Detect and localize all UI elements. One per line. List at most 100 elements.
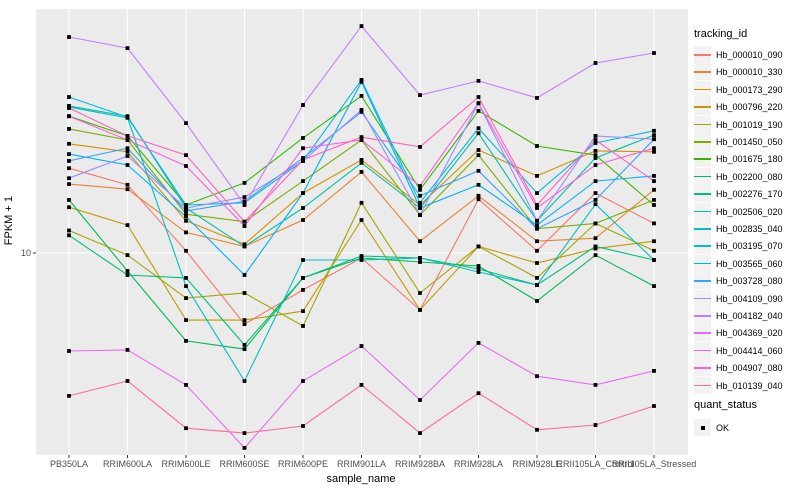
legend-key: [694, 307, 711, 324]
x-tick-label: RRIM928LA: [454, 459, 503, 469]
legend-key-line-icon: [694, 210, 711, 213]
legend-key: [694, 376, 711, 394]
x-axis-title: sample_name: [326, 473, 396, 485]
legend-key-line-icon: [694, 367, 711, 369]
legend-entry: Hb_002276_170: [692, 185, 800, 203]
legend-entry: Hb_000173_290: [692, 80, 800, 98]
legend-key: [694, 202, 711, 220]
legend-entry: Hb_001675_180: [692, 150, 800, 168]
legend-entry: Hb_000010_090: [692, 46, 800, 63]
legend-key: [694, 419, 711, 436]
legend-key: [694, 98, 711, 116]
legend-key: [694, 254, 711, 272]
x-tick-label: RRIM600LA: [103, 459, 152, 469]
legend-entry-label: Hb_000173_290: [716, 84, 783, 95]
black-square-point-icon: [700, 425, 705, 430]
legend-entry-label: Hb_000796_220: [716, 102, 783, 113]
legend-key: [694, 185, 711, 203]
legend-entry-label: Hb_004109_090: [716, 293, 783, 304]
legend-entry-label: Hb_001450_050: [716, 137, 783, 147]
legend-key-line-icon: [694, 106, 711, 108]
legend-key-line-icon: [694, 123, 711, 126]
legend-key: [694, 115, 711, 133]
x-tick-label: RRII105LA_Stressed: [612, 459, 697, 469]
legend-entry-label: Hb_003565_060: [716, 258, 783, 269]
legend-key-line-icon: [694, 193, 711, 195]
x-tick-label: RRIM600PE: [278, 459, 328, 469]
legend-entry: Hb_004907_080: [692, 359, 800, 377]
legend-entry: Hb_003565_060: [692, 254, 800, 272]
legend-key: [694, 167, 711, 185]
legend-entry: Hb_002506_020: [692, 202, 800, 220]
y-tick-label: 10: [21, 248, 31, 258]
legend-entry-label: Hb_004369_020: [716, 328, 783, 339]
x-tick-label: RRIM600LE: [161, 459, 210, 469]
legend-entry: Hb_010139_040: [692, 376, 800, 394]
x-tick-label: PB350LA: [50, 459, 88, 469]
legend-entry: Hb_004182_040: [692, 307, 800, 324]
legend-key-line-icon: [694, 228, 711, 230]
legend-key-line-icon: [694, 141, 711, 143]
legend-key-line-icon: [694, 297, 711, 300]
legend-entry: Hb_001019_190: [692, 115, 800, 133]
legend-key-line-icon: [694, 280, 711, 282]
legend-key-line-icon: [694, 71, 711, 73]
legend-entry-label: Hb_000010_090: [716, 50, 783, 60]
legend-entry-label: Hb_000010_330: [716, 67, 783, 78]
legend-key-line-icon: [694, 384, 711, 387]
legend-entry: Hb_003728_080: [692, 272, 800, 290]
legend-key: [694, 272, 711, 290]
legend-entry: Hb_004369_020: [692, 324, 800, 342]
legend-key-line-icon: [694, 332, 711, 334]
legend-key: [694, 289, 711, 307]
legend-entry-label: Hb_004907_080: [716, 363, 783, 374]
legend-entry: Hb_004414_060: [692, 341, 800, 359]
legend-key-line-icon: [694, 158, 711, 160]
legend-entry-label: Hb_001675_180: [716, 154, 783, 165]
legend-entry: Hb_000796_220: [692, 98, 800, 116]
legend-panel: tracking_id Hb_000010_090 Hb_000010_330 Hb…: [692, 0, 800, 500]
legend-entry: Hb_004109_090: [692, 289, 800, 307]
legend-key: [694, 359, 711, 377]
tracking-id-legend-title: tracking_id: [694, 28, 748, 40]
x-tick-label: RRIM901LA: [337, 459, 386, 469]
legend-entry-label: Hb_004414_060: [716, 345, 783, 356]
legend-key-line-icon: [694, 88, 711, 91]
y-axis-title: FPKM + 1: [3, 196, 15, 246]
legend-key-line-icon: [694, 54, 711, 56]
legend-entry: OK: [692, 419, 800, 436]
quant-status-legend-title: quant_status: [694, 399, 757, 411]
legend-entry: Hb_000010_330: [692, 63, 800, 81]
legend-entry-label: Hb_010139_040: [716, 380, 783, 391]
legend-key: [694, 46, 711, 63]
legend-key: [694, 133, 711, 150]
x-tick-label: RRIM600SE: [219, 459, 269, 469]
legend-key-line-icon: [694, 349, 711, 352]
legend-entry-label: Hb_001019_190: [716, 119, 783, 130]
data-points: [67, 24, 656, 450]
legend-key: [694, 150, 711, 168]
legend-key-line-icon: [694, 315, 711, 317]
legend-entry-label: Hb_003195_070: [716, 241, 783, 252]
legend-entry: Hb_001450_050: [692, 133, 800, 150]
x-tick-label: RRII105LA_Control: [556, 459, 634, 469]
legend-entry: Hb_002835_040: [692, 220, 800, 237]
legend-entry-label: Hb_002276_170: [716, 189, 783, 200]
legend-key-line-icon: [694, 175, 711, 178]
legend-key: [694, 341, 711, 359]
legend-key: [694, 63, 711, 81]
legend-entry-label: Hb_002506_020: [716, 206, 783, 217]
legend-entry: Hb_003195_070: [692, 237, 800, 255]
legend-entry-label: Hb_002835_040: [716, 224, 783, 234]
legend-entry: Hb_002200_080: [692, 167, 800, 185]
x-tick-label: RRIM928LE: [512, 459, 561, 469]
legend-key-line-icon: [694, 262, 711, 265]
legend-key: [694, 220, 711, 237]
legend-key: [694, 80, 711, 98]
legend-entry-label: Hb_002200_080: [716, 171, 783, 182]
x-tick-label: RRIM928BA: [395, 459, 445, 469]
legend-key-line-icon: [694, 245, 711, 247]
legend-key: [694, 324, 711, 342]
